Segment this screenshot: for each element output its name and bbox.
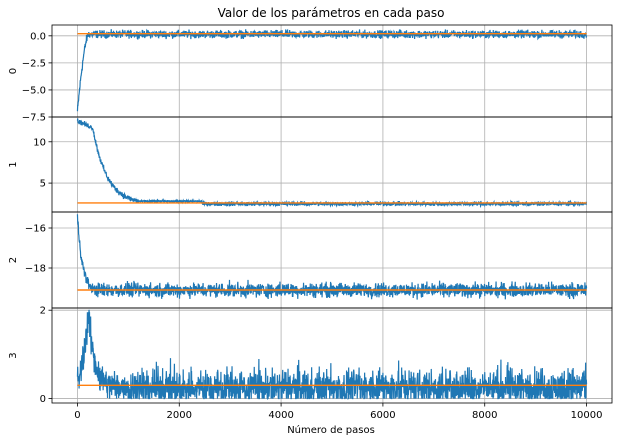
x-axis-label: Número de pasos: [287, 424, 375, 436]
y-tick-label: −18: [25, 264, 46, 275]
series-trace-2: [76, 214, 588, 300]
x-tick-label: 10000: [571, 410, 603, 421]
panel-2: −16 −18 2: [8, 211, 613, 309]
x-tick-label: 8000: [472, 410, 497, 421]
panel-frame: [51, 307, 613, 404]
x-tick-label: 0: [74, 410, 80, 421]
x-tick-label: 6000: [370, 410, 395, 421]
series-trace-0: [76, 28, 588, 112]
y-tick-label: −16: [25, 224, 46, 235]
x-tick-label: 4000: [268, 410, 293, 421]
x-tick-label: 2000: [167, 410, 192, 421]
y-axis-label: 1: [8, 161, 19, 167]
x-axis: 0 2000 4000 6000 8000 10000: [74, 403, 602, 421]
y-tick-label: 10: [33, 137, 46, 148]
y-axis-label: 2: [8, 257, 19, 263]
series-trace-3: [76, 309, 588, 401]
panels: 0.0 −2.5 −5.0 −7.5 0 10 5 1 −16 −18 2 0 2 3: [8, 24, 613, 405]
y-tick-label: −5.0: [22, 85, 46, 96]
y-tick-label: −2.5: [22, 58, 46, 69]
y-tick-label: 0: [40, 394, 46, 405]
y-tick-label: −7.5: [22, 113, 46, 124]
panel-frame: [51, 24, 613, 118]
y-tick-label: 5: [40, 179, 46, 190]
y-axis-label: 0: [8, 68, 19, 74]
panel-1: 10 5 1: [8, 116, 613, 213]
panel-0: 0.0 −2.5 −5.0 −7.5 0: [8, 24, 613, 124]
y-axis-label: 3: [8, 352, 19, 358]
panel-3: 0 2 3: [8, 306, 613, 405]
y-tick-label: 0.0: [30, 31, 46, 42]
chart-title: Valor de los parámetros en cada paso: [218, 6, 445, 20]
series-trace-1: [76, 118, 587, 209]
y-tick-label: 2: [40, 306, 46, 317]
